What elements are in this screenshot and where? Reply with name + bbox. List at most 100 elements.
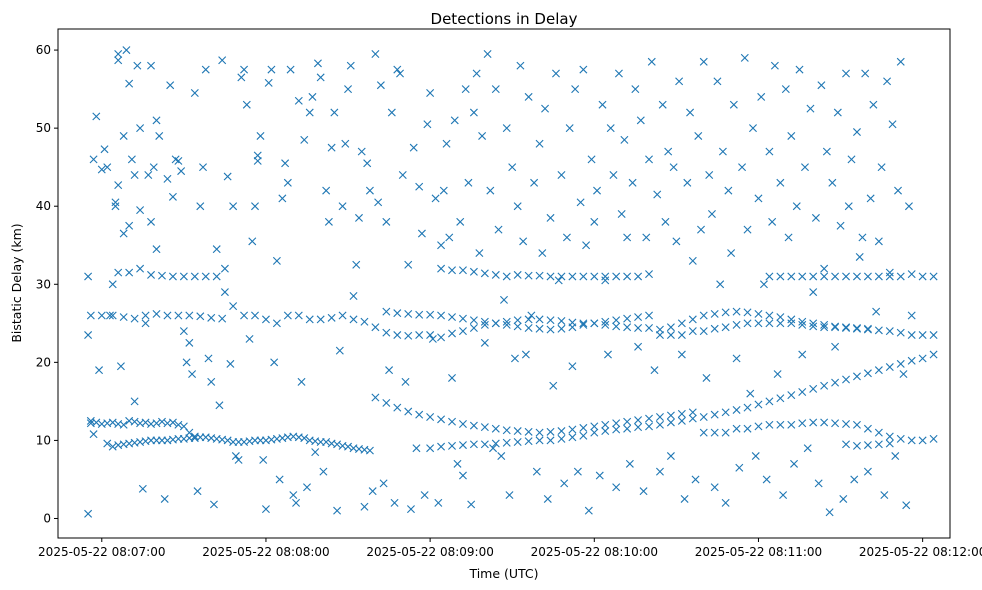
data-point xyxy=(601,276,610,285)
data-point xyxy=(918,331,927,340)
data-point xyxy=(415,310,424,319)
data-point xyxy=(352,260,361,269)
data-point xyxy=(885,439,894,448)
data-point xyxy=(458,314,467,323)
data-point xyxy=(300,434,309,443)
data-point xyxy=(114,49,123,58)
data-point xyxy=(469,421,478,430)
data-point xyxy=(108,442,117,451)
data-point xyxy=(524,437,533,446)
data-point xyxy=(636,116,645,125)
data-point xyxy=(852,324,861,333)
data-point xyxy=(502,320,511,329)
data-point xyxy=(385,366,394,375)
data-point xyxy=(768,217,777,226)
data-point xyxy=(661,217,670,226)
data-point xyxy=(502,124,511,133)
data-point xyxy=(122,46,131,55)
data-point xyxy=(754,400,763,409)
data-point xyxy=(371,393,380,402)
data-point xyxy=(147,217,156,226)
data-point xyxy=(535,139,544,148)
data-point xyxy=(349,292,358,300)
data-point xyxy=(138,484,147,493)
y-tick-label: 20 xyxy=(36,355,51,369)
data-point xyxy=(344,85,353,94)
data-point xyxy=(874,366,883,375)
data-point xyxy=(119,420,128,429)
data-point xyxy=(404,331,413,340)
data-point xyxy=(130,314,139,323)
data-point xyxy=(798,388,807,397)
data-point xyxy=(697,225,705,234)
data-point xyxy=(251,311,259,320)
data-point xyxy=(582,241,591,250)
data-point xyxy=(929,434,938,443)
data-point xyxy=(147,270,156,279)
data-point xyxy=(809,384,818,393)
data-point xyxy=(603,350,612,359)
data-point xyxy=(393,331,402,340)
data-point xyxy=(475,249,484,258)
data-point xyxy=(820,418,829,427)
data-point xyxy=(157,271,166,280)
data-point xyxy=(448,441,457,450)
data-point xyxy=(776,420,785,429)
data-point xyxy=(333,440,342,449)
data-point xyxy=(800,163,809,172)
data-point xyxy=(467,500,476,509)
data-point xyxy=(642,233,651,242)
data-point xyxy=(404,260,413,269)
data-point xyxy=(275,475,284,484)
data-point xyxy=(141,418,150,427)
data-point xyxy=(519,237,528,246)
data-point xyxy=(743,308,752,317)
data-point xyxy=(579,272,588,281)
data-point xyxy=(787,131,796,140)
data-point xyxy=(891,452,900,461)
data-point xyxy=(311,448,320,457)
data-point xyxy=(458,441,467,450)
data-point xyxy=(223,172,232,181)
data-point xyxy=(852,324,861,332)
data-point xyxy=(524,315,533,324)
data-point xyxy=(688,315,697,324)
data-point xyxy=(382,328,391,337)
data-point xyxy=(125,268,134,277)
data-point xyxy=(179,327,188,336)
data-point xyxy=(127,155,136,164)
data-point xyxy=(409,143,418,152)
data-point xyxy=(84,331,93,340)
data-point xyxy=(524,271,533,280)
data-point xyxy=(461,85,470,94)
data-point xyxy=(157,417,166,426)
data-point xyxy=(458,420,467,429)
data-point xyxy=(677,319,686,328)
data-point xyxy=(896,272,905,281)
data-point xyxy=(677,409,686,418)
data-point xyxy=(883,77,892,86)
data-point xyxy=(691,475,700,484)
data-point xyxy=(669,163,678,172)
data-point xyxy=(765,397,774,406)
data-point xyxy=(787,420,796,429)
data-point xyxy=(546,213,555,222)
data-point xyxy=(437,311,446,320)
data-point xyxy=(406,505,415,514)
data-point xyxy=(625,459,634,468)
data-point xyxy=(598,100,607,109)
data-point xyxy=(546,436,555,445)
data-point xyxy=(108,311,117,320)
data-point xyxy=(664,147,673,156)
data-point xyxy=(426,444,435,453)
data-point xyxy=(431,194,440,203)
data-point xyxy=(688,414,697,423)
data-point xyxy=(130,170,139,179)
data-point xyxy=(852,372,861,381)
data-point xyxy=(896,434,905,443)
data-point xyxy=(442,139,451,148)
data-point xyxy=(721,428,730,437)
data-point xyxy=(831,378,840,387)
data-point xyxy=(513,316,522,325)
data-point xyxy=(510,354,519,363)
